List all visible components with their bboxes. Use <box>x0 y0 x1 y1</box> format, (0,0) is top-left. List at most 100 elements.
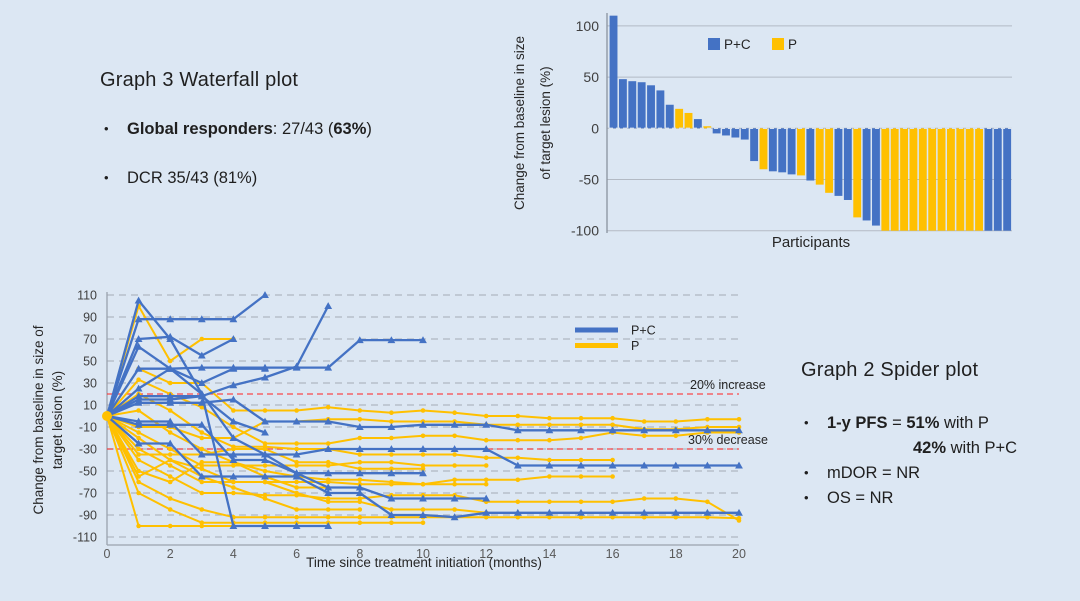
dot-marker <box>452 507 457 512</box>
waterfall-y-axis-label-line2: of target lesion (%) <box>538 66 553 179</box>
dot-marker <box>199 490 205 496</box>
dot-marker <box>231 444 236 450</box>
dot-marker <box>420 481 426 487</box>
waterfall-y-axis-label-line1: Change from baseline in size <box>512 36 527 210</box>
dot-marker <box>262 496 268 501</box>
dot-marker <box>389 410 394 415</box>
dot-marker <box>199 430 205 435</box>
dot-marker <box>641 514 647 520</box>
svg-text:-10: -10 <box>79 421 97 435</box>
dot-marker <box>294 463 299 468</box>
waterfall-bar <box>740 128 749 140</box>
triangle-marker <box>419 511 427 518</box>
dot-marker <box>547 474 552 479</box>
triangle-marker <box>261 472 269 480</box>
triangle-marker <box>261 373 269 381</box>
dot-marker <box>420 466 426 472</box>
dot-marker <box>262 463 268 468</box>
waterfall-y-tick-labels: 100 50 0 -50 -100 <box>571 18 599 239</box>
dot-marker <box>420 433 426 439</box>
triangle-marker <box>419 469 427 477</box>
triangle-marker <box>324 302 333 309</box>
dot-marker <box>357 514 363 520</box>
triangle-marker <box>355 469 364 477</box>
triangle-marker <box>355 445 364 452</box>
triangle-marker <box>229 381 238 389</box>
triangle-marker <box>735 461 743 469</box>
triangle-marker <box>134 335 143 342</box>
triangle-marker <box>197 450 206 458</box>
triangle-marker <box>134 420 143 428</box>
dot-marker <box>357 452 363 457</box>
dot-marker <box>199 459 205 465</box>
dot-marker <box>167 496 173 501</box>
triangle-marker <box>450 494 459 502</box>
dot-marker <box>483 413 489 419</box>
waterfall-bar <box>731 128 740 138</box>
triangle-marker <box>134 439 143 447</box>
dot-marker <box>420 463 426 468</box>
dot-marker <box>420 507 426 512</box>
triangle-marker <box>671 461 680 469</box>
dot-marker <box>199 446 205 452</box>
dot-marker <box>199 520 205 525</box>
dot-marker <box>325 507 331 512</box>
reference-line-label: 20% increase <box>690 378 766 392</box>
dot-marker <box>325 499 331 505</box>
svg-text:-110: -110 <box>73 531 97 545</box>
waterfall-bar <box>909 128 918 231</box>
triangle-marker <box>703 508 712 516</box>
svg-text:30: 30 <box>83 377 97 391</box>
dot-marker <box>294 507 299 512</box>
spider-bullet-pfs-line2-text: 42% with P+C <box>913 439 1018 457</box>
triangle-marker <box>134 364 143 372</box>
dot-marker <box>389 452 394 457</box>
dot-marker <box>610 422 615 428</box>
dot-marker <box>136 479 141 485</box>
triangle-marker <box>482 494 491 502</box>
bullet-icon: • <box>104 170 109 185</box>
dot-marker <box>294 485 299 490</box>
waterfall-bar <box>684 112 693 129</box>
bullet-icon: • <box>104 121 109 136</box>
triangle-marker <box>640 461 649 469</box>
waterfall-bar <box>637 82 646 129</box>
spider-bullet-pfs-line2: 42% with P+C <box>913 439 1017 458</box>
triangle-marker <box>608 426 617 434</box>
triangle-marker <box>482 445 491 452</box>
triangle-marker <box>229 434 238 441</box>
triangle-marker <box>671 426 680 434</box>
dot-marker <box>136 446 141 452</box>
triangle-marker <box>513 508 522 516</box>
svg-text:P: P <box>631 339 639 353</box>
dot-marker <box>420 520 426 525</box>
dot-marker <box>578 474 584 479</box>
triangle-marker <box>324 489 333 496</box>
svg-text:-70: -70 <box>79 487 97 501</box>
spider-bullet-pfs: • 1-y PFS = 51% with P <box>804 414 989 433</box>
dot-marker <box>389 466 394 472</box>
triangle-marker <box>324 483 333 491</box>
triangle-marker <box>703 426 712 434</box>
dot-marker <box>705 499 710 505</box>
dot-marker <box>357 507 363 512</box>
svg-text:-50: -50 <box>79 465 97 479</box>
svg-text:10: 10 <box>83 399 97 413</box>
dot-marker <box>578 415 584 421</box>
dot-marker <box>705 417 710 422</box>
waterfall-section-title: Graph 3 Waterfall plot <box>100 69 299 91</box>
triangle-marker <box>292 363 301 371</box>
triangle-marker <box>513 426 522 434</box>
triangle-marker <box>387 445 396 452</box>
waterfall-bar <box>665 104 674 129</box>
dot-marker <box>357 496 363 501</box>
dot-marker <box>294 408 299 413</box>
dot-marker <box>357 417 363 422</box>
dot-marker <box>357 520 363 525</box>
triangle-marker <box>735 426 743 434</box>
dot-marker <box>136 408 141 413</box>
legend-swatch-p <box>772 38 784 50</box>
waterfall-bar <box>993 128 1002 231</box>
triangle-marker <box>197 472 206 480</box>
triangle-marker <box>324 522 333 529</box>
